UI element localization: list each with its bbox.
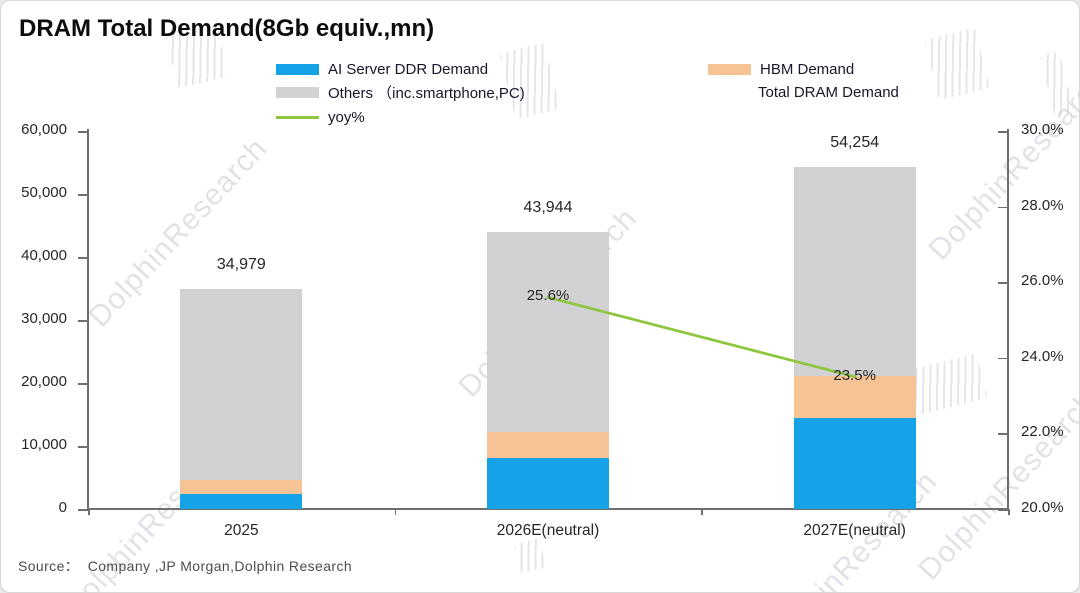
- legend-line-yoy-icon: [276, 115, 319, 119]
- y-axis-tick-label: 60,000: [21, 121, 67, 138]
- x-axis-category-label: 2026E(neutral): [496, 522, 600, 539]
- x-axis-tick-mark: [394, 509, 397, 515]
- total-data-label: 54,254: [830, 134, 880, 152]
- y-axis-tick-mark: [78, 446, 88, 448]
- y2-axis-tick-mark: [998, 509, 1008, 511]
- y2-axis-tick-label: 24.0%: [1021, 347, 1064, 365]
- y-axis-tick-mark: [78, 131, 88, 133]
- legend-item-hbm: HBM Demand: [708, 59, 854, 79]
- legend-label-yoy: yoy%: [328, 108, 365, 126]
- bar-segment-hbm: [487, 431, 609, 458]
- bar-segment-ai: [793, 418, 916, 509]
- yoy-data-label: 23.5%: [833, 366, 876, 384]
- y2-axis-tick-label: 30.0%: [1021, 121, 1064, 138]
- legend-item-ai-server-ddr: AI Server DDR Demand: [276, 59, 488, 79]
- bar-segment-ai: [180, 493, 303, 509]
- x-axis-line: [87, 508, 1009, 510]
- y2-axis-tick-mark: [998, 206, 1008, 209]
- y-axis-right-line: [1007, 129, 1009, 510]
- legend-item-others: Others （inc.smartphone,PC): [276, 82, 525, 102]
- y-axis-tick-mark: [78, 257, 88, 259]
- legend-label-total: Total DRAM Demand: [758, 83, 899, 101]
- x-axis-tick-mark: [701, 509, 703, 515]
- y2-axis-tick-mark: [998, 357, 1008, 360]
- y2-axis-tick-label: 26.0%: [1021, 272, 1064, 290]
- legend-swatch-hbm-icon: [708, 63, 751, 75]
- y-axis-tick-mark: [78, 320, 88, 322]
- bar-segment-hbm: [180, 480, 303, 494]
- yoy-data-label: 25.6%: [526, 287, 570, 305]
- legend-label-others: Others （inc.smartphone,PC): [328, 84, 525, 102]
- bar-segment-ai: [487, 457, 609, 509]
- y2-axis-tick-mark: [998, 433, 1008, 435]
- bar-segment-others: [487, 232, 609, 432]
- y2-axis-tick-mark: [998, 131, 1008, 133]
- legend-item-total-dram: Total DRAM Demand: [758, 82, 899, 102]
- y2-axis-tick-label: 28.0%: [1021, 196, 1064, 214]
- x-axis-category-label: 2027E(neutral): [803, 522, 906, 539]
- bar-segment-hbm: [793, 376, 916, 419]
- y-axis-tick-label: 20,000: [21, 373, 67, 390]
- y-axis-left-line: [87, 129, 89, 510]
- y-axis-tick-mark: [78, 383, 88, 385]
- y-axis-tick-mark: [78, 509, 88, 511]
- bar-segment-others: [793, 167, 916, 377]
- legend-item-yoy: yoy%: [276, 107, 365, 127]
- source-note: Source： Company ,JP Morgan,Dolphin Resea…: [18, 558, 353, 574]
- x-axis-tick-mark: [88, 509, 90, 515]
- bar-segment-others: [180, 288, 303, 480]
- x-axis-tick-mark: [1008, 509, 1010, 515]
- y2-axis-tick-label: 20.0%: [1021, 499, 1064, 516]
- legend-swatch-others-icon: [276, 86, 319, 98]
- legend-label-ai: AI Server DDR Demand: [328, 60, 489, 78]
- y2-axis-tick-label: 22.0%: [1021, 423, 1064, 441]
- y-axis-tick-mark: [78, 194, 88, 196]
- y2-axis-tick-mark: [998, 282, 1008, 284]
- total-data-label: 43,944: [523, 199, 573, 217]
- y-axis-tick-label: 40,000: [21, 247, 67, 264]
- legend-label-hbm: HBM Demand: [760, 60, 855, 78]
- y-axis-tick-label: 50,000: [21, 184, 67, 201]
- y-axis-tick-label: 0: [58, 499, 67, 516]
- total-data-label: 34,979: [216, 255, 266, 273]
- legend-swatch-ai-icon: [276, 63, 319, 75]
- y-axis-tick-label: 10,000: [21, 436, 67, 453]
- chart-title: DRAM Total Demand(8Gb equiv.,mn): [19, 15, 435, 42]
- y-axis-tick-label: 30,000: [21, 310, 67, 327]
- x-axis-category-label: 2025: [224, 522, 259, 539]
